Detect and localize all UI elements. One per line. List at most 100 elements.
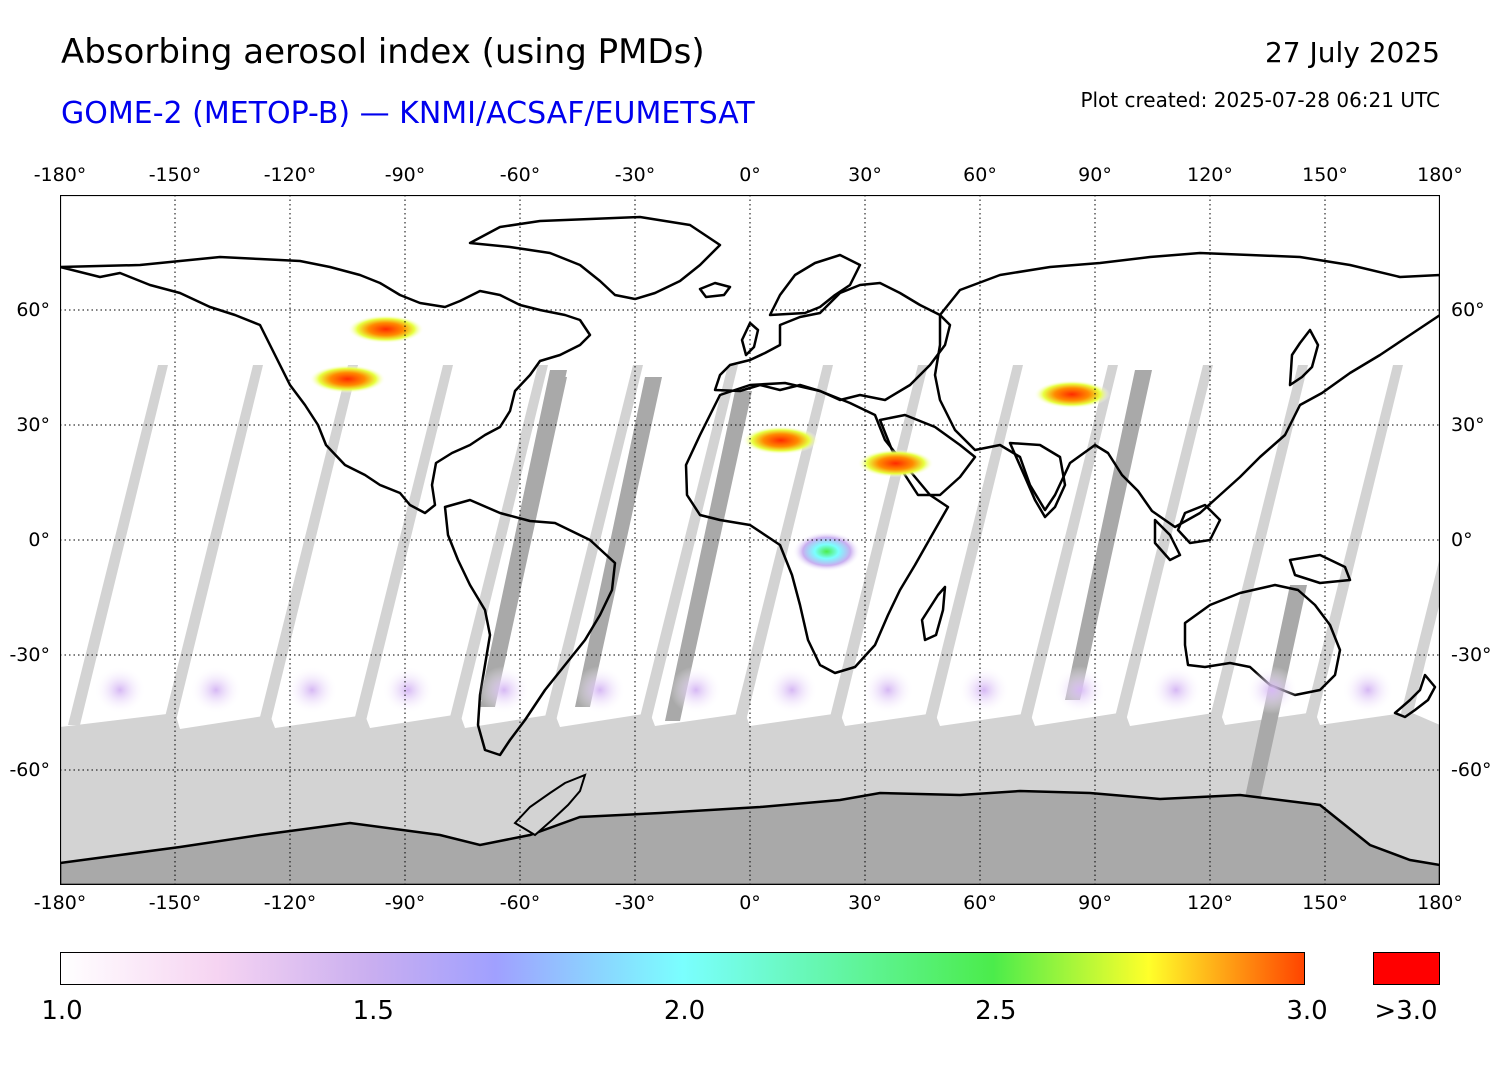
faint-aerosol-speckle bbox=[382, 666, 434, 714]
coastlines bbox=[60, 215, 1440, 757]
lat-tick-label: 30° bbox=[1451, 414, 1485, 436]
faint-aerosol-speckle bbox=[1342, 666, 1394, 714]
colorbar-overflow-swatch bbox=[1373, 952, 1440, 985]
colorbar-tick-label: 2.5 bbox=[975, 996, 1017, 1026]
swath-gap bbox=[163, 365, 263, 725]
missing-data-over-land bbox=[480, 370, 1307, 885]
swath-gap bbox=[68, 365, 168, 725]
lon-tick-label: 180° bbox=[1417, 164, 1463, 186]
observation-date: 27 July 2025 bbox=[1264, 36, 1440, 69]
lat-tick-label: -60° bbox=[1451, 759, 1492, 781]
colorbar bbox=[60, 952, 1305, 985]
swath-gap bbox=[1303, 365, 1403, 725]
world-map bbox=[60, 195, 1440, 885]
lon-tick-label: 90° bbox=[1078, 892, 1112, 914]
faint-aerosol-speckle bbox=[286, 666, 338, 714]
lon-tick-label: 150° bbox=[1302, 164, 1348, 186]
lat-tick-label: -30° bbox=[9, 644, 50, 666]
swath-gap bbox=[1208, 365, 1308, 725]
lon-tick-label: 30° bbox=[848, 892, 882, 914]
lon-tick-label: -120° bbox=[263, 164, 317, 186]
swath-gap-land bbox=[665, 391, 752, 721]
aerosol-plumes bbox=[94, 315, 1394, 714]
plot-created-timestamp: Plot created: 2025-07-28 06:21 UTC bbox=[1080, 88, 1440, 112]
faint-aerosol-speckle bbox=[1054, 666, 1106, 714]
swath-gap bbox=[923, 365, 1023, 725]
instrument-subtitle: GOME-2 (METOP-B) — KNMI/ACSAF/EUMETSAT bbox=[61, 96, 755, 131]
faint-aerosol-speckle bbox=[766, 666, 818, 714]
swath-gap bbox=[638, 365, 738, 725]
lat-tick-label: 0° bbox=[1451, 529, 1473, 551]
lon-tick-label: 90° bbox=[1078, 164, 1112, 186]
iceland bbox=[698, 281, 732, 299]
faint-aerosol-speckle bbox=[574, 666, 626, 714]
lon-tick-label: -90° bbox=[384, 164, 426, 186]
map-frame bbox=[60, 195, 1440, 885]
south-america bbox=[443, 498, 617, 757]
swath-gap-land bbox=[1065, 370, 1152, 700]
lon-tick-label: -150° bbox=[148, 164, 202, 186]
faint-aerosol-speckle bbox=[1246, 666, 1298, 714]
lat-tick-label: -30° bbox=[1451, 644, 1492, 666]
borneo bbox=[1176, 503, 1222, 545]
colorbar-tick-label: 1.5 bbox=[352, 996, 394, 1026]
lon-tick-label: -60° bbox=[499, 164, 541, 186]
lat-tick-label: -60° bbox=[9, 759, 50, 781]
swath-gap bbox=[1018, 365, 1118, 725]
north-america bbox=[60, 255, 592, 515]
sumatra bbox=[1153, 518, 1182, 562]
faint-aerosol-speckle bbox=[862, 666, 914, 714]
swath-gap bbox=[1398, 557, 1440, 725]
lon-tick-label: -30° bbox=[614, 892, 656, 914]
lon-tick-label: 180° bbox=[1417, 892, 1463, 914]
aerosol-plume bbox=[742, 426, 819, 455]
lon-tick-label: 120° bbox=[1187, 892, 1233, 914]
greenland bbox=[468, 215, 722, 301]
lat-tick-label: 60° bbox=[16, 299, 50, 321]
colorbar-overflow-label: >3.0 bbox=[1374, 996, 1438, 1026]
faint-aerosol-speckle bbox=[190, 666, 242, 714]
aerosol-plume bbox=[309, 365, 386, 393]
lon-tick-label: -180° bbox=[33, 892, 87, 914]
aerosol-plume bbox=[857, 449, 934, 478]
swath-gap bbox=[258, 365, 358, 725]
faint-aerosol-speckle bbox=[478, 666, 530, 714]
colorbar-tick-label: 2.0 bbox=[663, 996, 706, 1026]
scandinavia bbox=[768, 253, 862, 317]
lon-tick-label: 30° bbox=[848, 164, 882, 186]
aerosol-plume bbox=[792, 531, 861, 572]
lon-tick-label: -90° bbox=[384, 892, 426, 914]
swath-gap bbox=[543, 365, 643, 725]
lon-tick-label: -150° bbox=[148, 892, 202, 914]
map-title: Absorbing aerosol index (using PMDs) bbox=[61, 32, 705, 72]
lat-tick-label: 60° bbox=[1451, 299, 1485, 321]
india bbox=[1008, 441, 1067, 519]
aerosol-plume bbox=[1034, 380, 1110, 409]
graticule bbox=[60, 195, 1440, 885]
lon-tick-label: 0° bbox=[739, 892, 761, 914]
faint-aerosol-speckle bbox=[958, 666, 1010, 714]
lon-tick-label: -180° bbox=[33, 164, 87, 186]
british-isles bbox=[740, 321, 760, 357]
lat-tick-label: 0° bbox=[28, 529, 50, 551]
madagascar bbox=[920, 585, 947, 642]
lon-tick-label: 0° bbox=[739, 164, 761, 186]
swath-gap bbox=[353, 365, 453, 725]
lon-tick-label: 150° bbox=[1302, 892, 1348, 914]
faint-aerosol-speckle bbox=[1150, 666, 1202, 714]
australia bbox=[1183, 583, 1342, 697]
japan bbox=[1288, 328, 1320, 387]
lon-tick-label: 60° bbox=[963, 892, 997, 914]
aerosol-plume bbox=[347, 315, 424, 344]
africa bbox=[684, 381, 950, 675]
swath-gap-land bbox=[480, 377, 567, 707]
swath-gap bbox=[1113, 365, 1213, 725]
new-zealand bbox=[1393, 673, 1437, 719]
lon-tick-label: -120° bbox=[263, 892, 317, 914]
colorbar-tick-label: 3.0 bbox=[1286, 996, 1328, 1026]
swath-gap-land bbox=[575, 377, 662, 707]
faint-aerosol-speckle bbox=[670, 666, 722, 714]
lat-tick-label: 30° bbox=[16, 414, 50, 436]
lon-tick-label: 60° bbox=[963, 164, 997, 186]
lon-tick-label: -30° bbox=[614, 164, 656, 186]
